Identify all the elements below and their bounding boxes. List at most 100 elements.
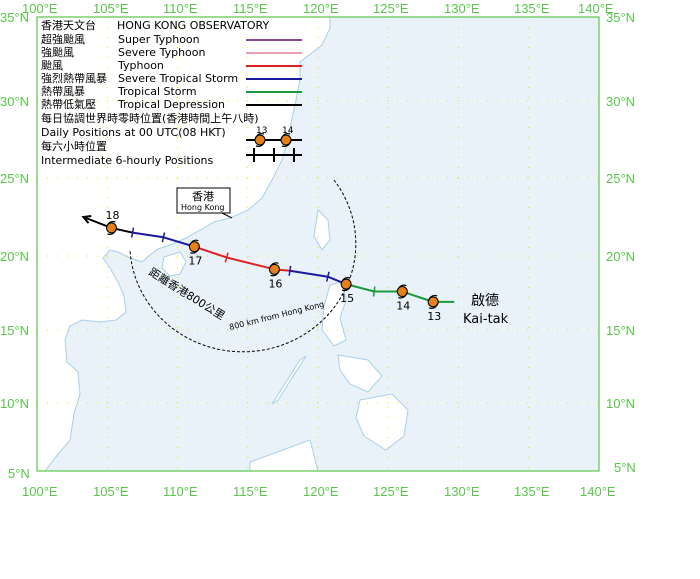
- range-circle-arc: [129, 179, 357, 353]
- legend-item-en: Severe Typhoon: [118, 46, 206, 59]
- legend-daily-num: 13: [256, 126, 267, 136]
- legend-org-zh: 香港天文台: [41, 18, 96, 32]
- lon-tick-label: 105°E: [93, 484, 129, 499]
- legend-item-zh: 颱風: [41, 59, 63, 72]
- legend-item-en: Typhoon: [117, 59, 164, 72]
- storm-name-zh: 啟德: [471, 293, 499, 309]
- lon-tick-label: 120°E: [303, 1, 339, 16]
- legend-item-en: Tropical Depression: [117, 98, 225, 111]
- lat-tick-label: 30°N: [0, 94, 29, 109]
- lon-labels-top: 100°E 105°E 110°E 115°E 120°E 125°E 130°…: [22, 1, 614, 16]
- lat-tick-label: 5°N: [8, 466, 30, 481]
- lat-tick-label: 20°N: [0, 249, 29, 264]
- lon-labels-bottom: 100°E 105°E 110°E 115°E 120°E 125°E 130°…: [22, 484, 616, 499]
- six-hourly-tick: [130, 227, 135, 238]
- legend-item-zh: 熱帶風暴: [41, 85, 85, 98]
- taiwan: [313, 208, 331, 251]
- daily-position-label: 14: [396, 300, 410, 313]
- hong-kong-marker: 香港 Hong Kong: [176, 187, 233, 219]
- daily-position-marker: [268, 262, 280, 277]
- legend-daily-en: Daily Positions at 00 UTC(08 HKT): [41, 126, 226, 139]
- legend-item-en: Tropical Storm: [117, 85, 197, 98]
- legend-org-en: HONG KONG OBSERVATORY: [117, 19, 269, 32]
- legend-item-zh: 熱帶低氣壓: [41, 97, 96, 111]
- lat-tick-label: 35°N: [606, 10, 635, 25]
- map-frame: [36, 16, 600, 472]
- hong-kong-box: [176, 187, 231, 214]
- daily-position-marker: [188, 239, 200, 254]
- palawan: [271, 355, 307, 405]
- lat-tick-label: 20°N: [606, 249, 635, 264]
- track-markers: 13 14 15 16 17 18: [81, 209, 441, 323]
- lat-tick-label: 35°N: [0, 10, 29, 25]
- track-segment: [289, 269, 328, 278]
- lon-tick-label: 115°E: [233, 1, 268, 16]
- daily-position-label: 18: [105, 209, 119, 222]
- hainan: [161, 251, 187, 277]
- legend-daily-num: 14: [282, 126, 294, 136]
- daily-position-marker: [105, 220, 118, 235]
- lon-tick-label: 100°E: [22, 484, 58, 499]
- storm-name-en: Kai-tak: [463, 312, 509, 327]
- track-arrow: [81, 214, 92, 224]
- lat-labels-right: 35°N 30°N 25°N 20°N 15°N 10°N 5°N: [606, 10, 636, 475]
- hong-kong-pointer: [221, 212, 233, 219]
- lat-tick-label: 10°N: [0, 396, 29, 411]
- lon-tick-label: 115°E: [233, 484, 268, 499]
- legend-daily-marker: [254, 132, 266, 148]
- legend-item-en: Super Typhoon: [118, 33, 200, 46]
- lon-tick-label: 130°E: [444, 484, 480, 499]
- daily-position-label: 13: [427, 310, 441, 323]
- legend-item-zh: 強颱風: [41, 46, 74, 59]
- lon-tick-label: 130°E: [444, 1, 480, 16]
- daily-position-label: 17: [188, 255, 202, 268]
- lat-labels-left: 35°N 30°N 25°N 20°N 15°N 10°N 5°N: [0, 10, 30, 481]
- track-segment: [194, 245, 227, 259]
- lon-tick-label: 125°E: [373, 1, 409, 16]
- legend-six-en: Intermediate 6-hourly Positions: [41, 154, 214, 167]
- six-hourly-tick: [325, 271, 330, 282]
- lon-tick-label: 110°E: [163, 484, 198, 499]
- lat-tick-label: 25°N: [0, 171, 29, 186]
- mindanao: [355, 393, 409, 451]
- daily-position-marker: [340, 277, 352, 292]
- legend-six-zh: 每六小時位置: [41, 139, 107, 153]
- lon-tick-label: 110°E: [163, 1, 198, 16]
- legend-item-zh: 超強颱風: [41, 32, 85, 46]
- legend-item-zh: 強烈熱帶風暴: [41, 71, 107, 85]
- daily-position-label: 15: [340, 292, 354, 305]
- lat-tick-label: 15°N: [606, 323, 635, 338]
- mainland-asia: [36, 16, 331, 472]
- lat-tick-label: 5°N: [614, 460, 636, 475]
- lat-tick-label: 25°N: [606, 171, 635, 186]
- six-hourly-tick: [161, 232, 166, 243]
- six-hourly-tick: [372, 286, 376, 297]
- lon-tick-label: 140°E: [578, 1, 614, 16]
- hong-kong-label-zh: 香港: [192, 190, 214, 203]
- daily-position-marker: [396, 284, 408, 299]
- lon-tick-label: 125°E: [373, 484, 409, 499]
- lat-tick-label: 30°N: [606, 94, 635, 109]
- daily-position-label: 16: [268, 277, 282, 290]
- lon-tick-label: 140°E: [580, 484, 616, 499]
- lon-tick-label: 100°E: [22, 1, 58, 16]
- hong-kong-label-en: Hong Kong: [181, 203, 225, 212]
- lat-tick-label: 15°N: [0, 323, 29, 338]
- legend-item-en: Severe Tropical Storm: [118, 72, 238, 85]
- lon-tick-label: 120°E: [303, 484, 339, 499]
- lon-tick-label: 105°E: [93, 1, 129, 16]
- daily-position-marker: [427, 294, 439, 309]
- six-hourly-tick: [288, 265, 292, 276]
- lon-tick-label: 135°E: [514, 1, 550, 16]
- legend: 香港天文台 HONG KONG OBSERVATORY 超強颱風 Super T…: [41, 18, 302, 167]
- lon-tick-label: 135°E: [514, 484, 550, 499]
- visayas: [337, 354, 383, 393]
- lat-lon-grid: [37, 17, 599, 471]
- legend-daily-marker: [280, 132, 292, 148]
- track-segment: [132, 231, 164, 239]
- six-hourly-tick: [224, 252, 229, 263]
- legend-daily-zh: 每日協調世界時零時位置(香港時間上午八時): [41, 111, 259, 125]
- lat-tick-label: 10°N: [606, 396, 635, 411]
- track-segment: [226, 256, 275, 271]
